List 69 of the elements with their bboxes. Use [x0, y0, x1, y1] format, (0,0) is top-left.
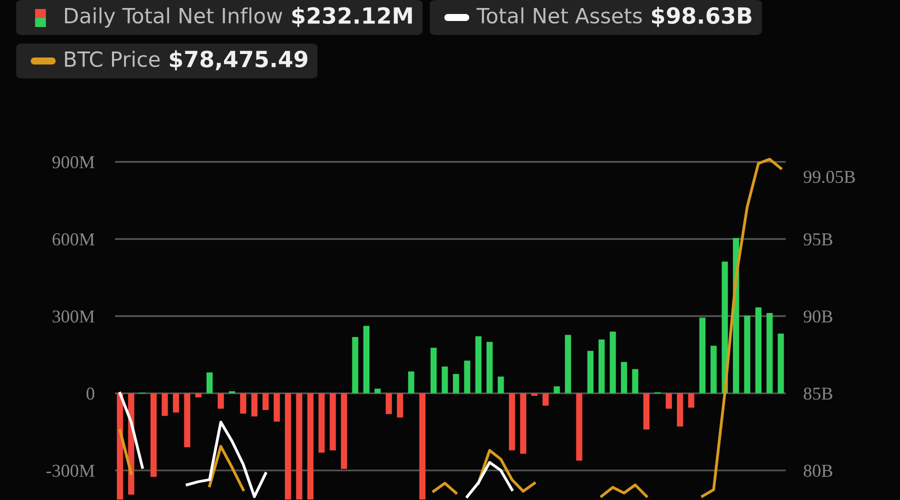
bar — [587, 350, 594, 394]
bar — [206, 372, 213, 394]
bar — [699, 318, 706, 394]
y-tick-label: 0 — [86, 388, 94, 400]
bar — [554, 386, 560, 394]
bar — [150, 393, 157, 477]
bar — [408, 371, 414, 394]
y2-tick-label: 99.05B — [804, 170, 855, 184]
bar — [710, 346, 717, 394]
bar — [766, 313, 773, 394]
bar — [452, 374, 460, 394]
bar — [542, 393, 549, 406]
bar — [643, 393, 650, 430]
y2-tick-label: 80B — [804, 464, 832, 477]
bar — [262, 393, 269, 410]
bar — [330, 393, 336, 450]
bar — [531, 393, 538, 396]
y2-tick-label: 90B — [804, 310, 832, 323]
bar — [340, 393, 348, 469]
y2-tick-label: 95B — [804, 233, 832, 246]
bar — [744, 316, 750, 394]
bar — [520, 393, 526, 454]
bar — [172, 393, 180, 413]
bar — [755, 307, 762, 394]
bar — [442, 366, 448, 394]
bar — [274, 393, 280, 422]
bar — [610, 332, 616, 394]
y-tick-label: 600M — [52, 233, 94, 246]
legend-label: Daily Total Net Inflow — [65, 7, 282, 28]
y2-tick-label: 85B — [804, 388, 832, 400]
bar — [374, 388, 381, 394]
y-tick-label: 300M — [52, 310, 94, 323]
legend-label: BTC Price — [65, 50, 160, 68]
text: $98.63B — [652, 6, 752, 27]
bar — [296, 393, 302, 500]
bar — [508, 393, 516, 450]
bar — [666, 393, 672, 409]
bar — [318, 393, 325, 453]
y-tick-label: -300M — [46, 464, 94, 477]
bar — [778, 334, 784, 394]
legend-label: Total Net Assets — [476, 7, 642, 24]
bar — [620, 362, 628, 394]
bar — [240, 393, 246, 414]
bar — [307, 393, 314, 500]
bar — [386, 393, 392, 414]
bar — [598, 340, 605, 394]
text: $232.12M — [292, 6, 412, 27]
bar — [576, 393, 582, 461]
bar — [498, 376, 504, 394]
bar — [486, 342, 493, 394]
bar — [564, 334, 572, 394]
bar — [184, 393, 190, 448]
bar — [430, 348, 437, 394]
bar — [419, 393, 426, 500]
bar — [475, 336, 482, 394]
bar — [632, 369, 638, 394]
bar — [162, 393, 168, 416]
bar — [352, 336, 358, 394]
text: $78,475.49 — [170, 50, 308, 70]
bar — [251, 393, 258, 416]
bar — [676, 393, 684, 426]
bar — [363, 326, 370, 394]
bar — [284, 393, 292, 500]
bar — [464, 360, 470, 394]
bar — [396, 393, 404, 418]
bar — [218, 393, 224, 409]
bar — [195, 393, 202, 398]
bar — [688, 393, 694, 408]
y-tick-label: 900M — [52, 156, 94, 168]
